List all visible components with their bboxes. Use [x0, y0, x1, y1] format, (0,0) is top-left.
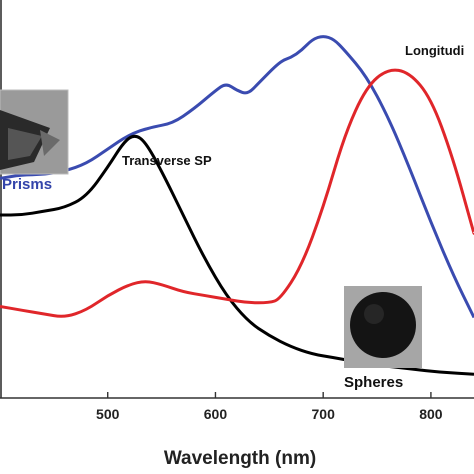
x-axis-label: Wavelength (nm) — [164, 448, 316, 469]
x-axis-ticks: 500 600 700 800 — [96, 392, 443, 422]
x-tick-label-700: 700 — [312, 406, 336, 422]
prisms-label: Prisms — [2, 176, 52, 193]
x-tick-label-800: 800 — [419, 406, 443, 422]
transverse-sp-label: Transverse SP — [122, 153, 212, 168]
x-tick-label-500: 500 — [96, 406, 120, 422]
red-spheres-curve — [0, 68, 474, 318]
blue-prisms-curve — [0, 35, 474, 319]
longitudinal-label: Longitudi — [405, 43, 464, 58]
prism-particle-image — [0, 89, 69, 175]
x-tick-label-600: 600 — [204, 406, 228, 422]
spheres-label: Spheres — [344, 374, 403, 391]
sphere-particle-image — [344, 286, 422, 368]
